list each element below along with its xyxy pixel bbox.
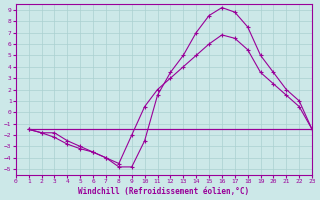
X-axis label: Windchill (Refroidissement éolien,°C): Windchill (Refroidissement éolien,°C) — [78, 187, 250, 196]
